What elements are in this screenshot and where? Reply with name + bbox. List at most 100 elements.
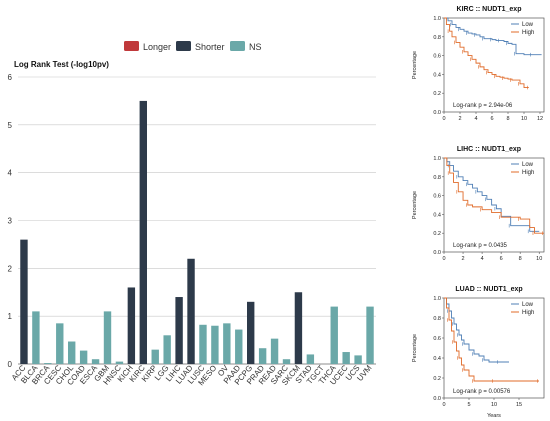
km-panel-luad: LUAD :: NUDT1_exp 0.0 0.2 0.4 0.6 0.8 1.0 0 5 10 1… xyxy=(404,280,550,421)
legend-swatch-shorter xyxy=(176,41,191,51)
y-tick-label: 0.4 xyxy=(433,212,441,218)
bar-gbm xyxy=(103,311,112,364)
bar-chol xyxy=(68,341,76,364)
bar-blca xyxy=(32,311,40,364)
y-tick-label: 1.0 xyxy=(433,16,441,22)
y-tick-label: 0.0 xyxy=(433,250,441,256)
x-tick-label: 2 xyxy=(462,256,465,262)
y-tick-label: 6 xyxy=(8,73,13,82)
legend-label-high: High xyxy=(522,310,534,316)
km-curve-high xyxy=(444,157,544,234)
bar-lgg xyxy=(163,335,171,364)
y-axis-label: Percentage xyxy=(412,334,418,362)
bar-prad xyxy=(258,348,267,364)
x-tick-label: 6 xyxy=(490,116,493,122)
legend-label-shorter: Shorter xyxy=(195,42,225,52)
x-tick-label: 2 xyxy=(458,116,461,122)
bar-sarc xyxy=(282,359,291,364)
logrank-annotation: Log-rank p = 2.94e-06 xyxy=(453,103,513,109)
x-tick-label: 15 xyxy=(516,402,522,408)
y-axis-label: Percentage xyxy=(412,51,418,79)
km-title: LIHC :: NUDT1_exp xyxy=(457,146,521,153)
bar-ov xyxy=(223,323,231,364)
bar-panel: Longer Shorter NS Log Rank Test (-log10pv) 0… xyxy=(8,41,376,387)
x-tick-label: 0 xyxy=(442,402,445,408)
bar-acc xyxy=(20,239,28,364)
y-tick-label: 0.0 xyxy=(433,110,441,116)
legend-label-low: Low xyxy=(522,22,534,28)
y-tick-label: 0.8 xyxy=(433,175,441,181)
y-tick-label: 0 xyxy=(8,360,13,369)
y-tick-label: 0.6 xyxy=(433,54,441,60)
legend-label-high: High xyxy=(522,170,534,176)
y-tick-label: 1 xyxy=(8,312,13,321)
km-plot-frame xyxy=(443,17,545,113)
bar-uvm xyxy=(366,306,374,364)
y-tick-label: 0.0 xyxy=(433,396,441,402)
logrank-annotation: Log-rank p = 0.0435 xyxy=(453,243,508,249)
km-curve-high xyxy=(444,17,529,89)
x-tick-label: 5 xyxy=(467,402,470,408)
x-tick-label: 0 xyxy=(442,116,445,122)
x-tick-label: 4 xyxy=(474,116,477,122)
y-tick-label: 0.4 xyxy=(433,72,441,78)
y-tick-label: 3 xyxy=(8,217,13,226)
bar-kirc xyxy=(139,100,147,365)
x-tick-label: 4 xyxy=(481,256,484,262)
bar-stad xyxy=(306,354,315,364)
y-tick-label: 1.0 xyxy=(433,156,441,162)
x-tick-label: 0 xyxy=(442,256,445,262)
legend-label-low: Low xyxy=(522,162,534,168)
x-tick-label: UVM xyxy=(355,363,374,383)
logrank-annotation: Log-rank p = 0.00576 xyxy=(453,389,511,395)
bar-coad xyxy=(79,350,88,364)
bar-paad xyxy=(235,329,243,364)
bar-kirp xyxy=(151,349,159,364)
km-curve-low xyxy=(444,17,542,56)
legend-label-high: High xyxy=(522,30,534,36)
x-axis-label: Years xyxy=(487,413,501,419)
bar-brca xyxy=(44,363,52,364)
bar-read xyxy=(270,338,279,364)
legend-swatch-ns xyxy=(230,41,245,51)
km-title: KIRC :: NUDT1_exp xyxy=(457,6,522,13)
bar-lusc xyxy=(199,324,207,364)
y-tick-label: 0.8 xyxy=(433,35,441,41)
y-tick-label: 0.4 xyxy=(433,356,441,362)
bar-pcpg xyxy=(247,301,255,364)
x-tick-label: 8 xyxy=(506,116,509,122)
legend-label-low: Low xyxy=(522,302,534,308)
km-curve-low xyxy=(444,157,540,232)
bar-skcm xyxy=(294,292,303,364)
km-panel-lihc: LIHC :: NUDT1_exp 0.0 0.2 0.4 0.6 0.8 1.0 0 2 4 6 8… xyxy=(404,140,550,280)
bar-ucs xyxy=(354,355,362,364)
y-tick-label: 2 xyxy=(8,264,13,273)
km-curve-low xyxy=(444,297,509,363)
km-curve-high xyxy=(444,297,539,382)
bar-esca xyxy=(91,359,100,364)
y-tick-label: 0.2 xyxy=(433,231,441,237)
y-tick-label: 1.0 xyxy=(433,296,441,302)
x-tick-label: 10 xyxy=(521,116,527,122)
y-tick-label: 0.2 xyxy=(433,91,441,97)
bar-lihc xyxy=(175,297,183,364)
bar-cesc xyxy=(56,323,64,364)
x-tick-label: 12 xyxy=(537,116,543,122)
y-tick-label: 0.6 xyxy=(433,336,441,342)
bar-chart: Longer Shorter NS Log Rank Test (-log10pv) 0… xyxy=(8,41,376,387)
x-tick-label: 6 xyxy=(500,256,503,262)
y-tick-label: 4 xyxy=(8,169,13,178)
y-tick-label: 0.2 xyxy=(433,376,441,382)
chart-title: Log Rank Test (-log10pv) xyxy=(14,60,109,69)
y-tick-label: 0.8 xyxy=(433,316,441,322)
bar-luad xyxy=(187,258,195,364)
y-axis-label: Percentage xyxy=(412,191,418,219)
km-title: LUAD :: NUDT1_exp xyxy=(455,286,522,293)
bar-hnsc xyxy=(115,361,124,364)
legend-label-ns: NS xyxy=(249,42,262,52)
bar-meso xyxy=(211,325,219,364)
y-tick-label: 0.6 xyxy=(433,194,441,200)
